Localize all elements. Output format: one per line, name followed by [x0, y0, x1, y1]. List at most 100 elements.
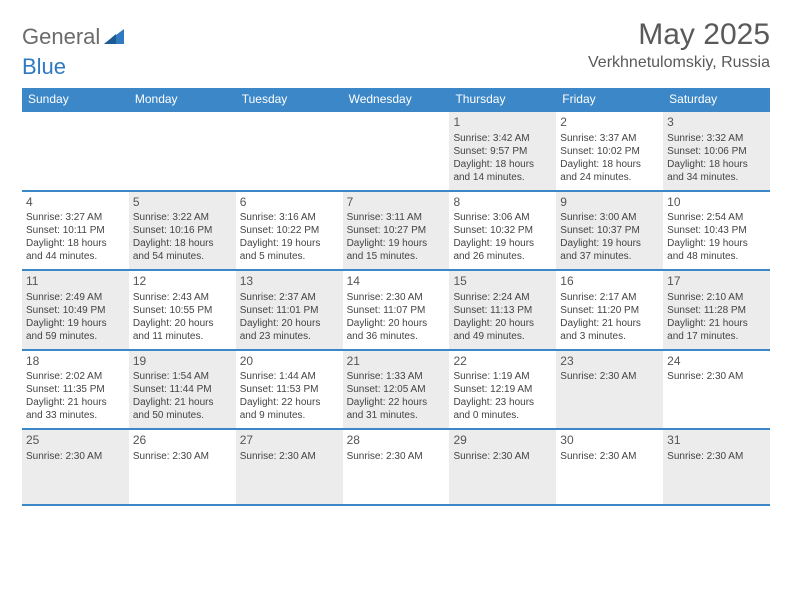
- day-info-line: Sunrise: 3:00 AM: [560, 211, 659, 224]
- weekday-wednesday: Wednesday: [343, 88, 450, 110]
- day-info-line: Daylight: 21 hours and 33 minutes.: [26, 396, 125, 422]
- day-info-line: Sunset: 11:20 PM: [560, 304, 659, 317]
- day-number: 6: [240, 195, 339, 211]
- day-info-line: Sunset: 10:37 PM: [560, 224, 659, 237]
- weeks-container: 1Sunrise: 3:42 AMSunset: 9:57 PM Daylight…: [22, 110, 770, 504]
- day-cell: [129, 112, 236, 190]
- day-cell: 2Sunrise: 3:37 AMSunset: 10:02 PMDayligh…: [556, 112, 663, 190]
- day-info-line: Sunset: 12:05 AM: [347, 383, 446, 396]
- month-title: May 2025: [588, 18, 770, 52]
- day-info-line: Sunrise: 2:30 AM: [667, 450, 766, 463]
- day-info-line: Sunrise: 2:30 AM: [453, 450, 552, 463]
- day-cell: 19Sunrise: 1:54 AMSunset: 11:44 PMDaylig…: [129, 351, 236, 429]
- day-info-line: Sunrise: 2:30 AM: [560, 450, 659, 463]
- day-info-line: Sunset: 11:35 PM: [26, 383, 125, 396]
- weekday-header-row: Sunday Monday Tuesday Wednesday Thursday…: [22, 88, 770, 110]
- day-number: 28: [347, 433, 446, 449]
- day-cell: 17Sunrise: 2:10 AMSunset: 11:28 PMDaylig…: [663, 271, 770, 349]
- day-info-line: Daylight: 19 hours and 15 minutes.: [347, 237, 446, 263]
- day-info-line: Sunset: 10:02 PM: [560, 145, 659, 158]
- day-info-line: Daylight: 22 hours and 9 minutes.: [240, 396, 339, 422]
- day-info-line: Sunset: 11:44 PM: [133, 383, 232, 396]
- week-row: 1Sunrise: 3:42 AMSunset: 9:57 PM Daylight…: [22, 110, 770, 190]
- day-number: 1: [453, 115, 552, 131]
- day-number: 17: [667, 274, 766, 290]
- title-block: May 2025 Verkhnetulomskiy, Russia: [588, 18, 770, 72]
- day-info-line: Sunrise: 2:30 AM: [347, 450, 446, 463]
- day-cell: 16Sunrise: 2:17 AMSunset: 11:20 PMDaylig…: [556, 271, 663, 349]
- day-info-line: Sunset: 11:07 PM: [347, 304, 446, 317]
- day-info-line: Daylight: 20 hours and 36 minutes.: [347, 317, 446, 343]
- day-number: 2: [560, 115, 659, 131]
- logo-text-gray: General: [22, 24, 100, 50]
- day-cell: [22, 112, 129, 190]
- day-info-line: Sunrise: 3:32 AM: [667, 132, 766, 145]
- day-cell: 24Sunrise: 2:30 AM: [663, 351, 770, 429]
- day-number: 3: [667, 115, 766, 131]
- day-info-line: Sunset: 10:22 PM: [240, 224, 339, 237]
- day-number: 14: [347, 274, 446, 290]
- day-info-line: Sunset: 10:55 PM: [133, 304, 232, 317]
- day-info-line: Daylight: 20 hours and 49 minutes.: [453, 317, 552, 343]
- day-cell: 4Sunrise: 3:27 AMSunset: 10:11 PMDayligh…: [22, 192, 129, 270]
- day-info-line: Daylight: 20 hours and 23 minutes.: [240, 317, 339, 343]
- day-cell: 11Sunrise: 2:49 AMSunset: 10:49 PMDaylig…: [22, 271, 129, 349]
- week-row: 25Sunrise: 2:30 AM26Sunrise: 2:30 AM27Su…: [22, 428, 770, 504]
- day-info-line: Sunrise: 1:54 AM: [133, 370, 232, 383]
- day-info-line: Sunrise: 2:30 AM: [667, 370, 766, 383]
- day-info-line: Sunset: 9:57 PM: [453, 145, 552, 158]
- day-info-line: Sunrise: 2:24 AM: [453, 291, 552, 304]
- day-info-line: Sunset: 10:27 PM: [347, 224, 446, 237]
- day-number: 19: [133, 354, 232, 370]
- day-cell: 20Sunrise: 1:44 AMSunset: 11:53 PMDaylig…: [236, 351, 343, 429]
- calendar-page: General May 2025 Verkhnetulomskiy, Russi…: [0, 0, 792, 524]
- day-number: 11: [26, 274, 125, 290]
- location-label: Verkhnetulomskiy, Russia: [588, 54, 770, 72]
- calendar-bottom-border: [22, 504, 770, 506]
- day-cell: 9Sunrise: 3:00 AMSunset: 10:37 PMDayligh…: [556, 192, 663, 270]
- day-info-line: Daylight: 22 hours and 31 minutes.: [347, 396, 446, 422]
- day-cell: 29Sunrise: 2:30 AM: [449, 430, 556, 504]
- day-cell: 12Sunrise: 2:43 AMSunset: 10:55 PMDaylig…: [129, 271, 236, 349]
- day-cell: 14Sunrise: 2:30 AMSunset: 11:07 PMDaylig…: [343, 271, 450, 349]
- day-number: 16: [560, 274, 659, 290]
- day-info-line: Sunrise: 2:30 AM: [133, 450, 232, 463]
- weekday-saturday: Saturday: [663, 88, 770, 110]
- day-info-line: Sunrise: 3:42 AM: [453, 132, 552, 145]
- day-info-line: Sunset: 11:28 PM: [667, 304, 766, 317]
- day-info-line: Daylight: 19 hours and 48 minutes.: [667, 237, 766, 263]
- day-number: 18: [26, 354, 125, 370]
- day-number: 21: [347, 354, 446, 370]
- day-info-line: Sunrise: 2:30 AM: [26, 450, 125, 463]
- day-info-line: Sunset: 11:13 PM: [453, 304, 552, 317]
- day-cell: 18Sunrise: 2:02 AMSunset: 11:35 PMDaylig…: [22, 351, 129, 429]
- day-cell: 22Sunrise: 1:19 AMSunset: 12:19 AMDaylig…: [449, 351, 556, 429]
- day-number: 8: [453, 195, 552, 211]
- weekday-monday: Monday: [129, 88, 236, 110]
- day-info-line: Sunrise: 3:16 AM: [240, 211, 339, 224]
- day-cell: 13Sunrise: 2:37 AMSunset: 11:01 PMDaylig…: [236, 271, 343, 349]
- day-info-line: Sunrise: 2:37 AM: [240, 291, 339, 304]
- day-cell: 25Sunrise: 2:30 AM: [22, 430, 129, 504]
- day-info-line: Sunset: 10:49 PM: [26, 304, 125, 317]
- weekday-tuesday: Tuesday: [236, 88, 343, 110]
- day-info-line: Sunset: 11:53 PM: [240, 383, 339, 396]
- day-cell: 15Sunrise: 2:24 AMSunset: 11:13 PMDaylig…: [449, 271, 556, 349]
- day-info-line: Sunrise: 2:02 AM: [26, 370, 125, 383]
- day-info-line: Sunrise: 1:33 AM: [347, 370, 446, 383]
- day-info-line: Daylight: 18 hours and 24 minutes.: [560, 158, 659, 184]
- day-number: 9: [560, 195, 659, 211]
- day-number: 27: [240, 433, 339, 449]
- week-row: 4Sunrise: 3:27 AMSunset: 10:11 PMDayligh…: [22, 190, 770, 270]
- day-info-line: Sunrise: 3:27 AM: [26, 211, 125, 224]
- day-info-line: Daylight: 21 hours and 3 minutes.: [560, 317, 659, 343]
- day-info-line: Sunset: 11:01 PM: [240, 304, 339, 317]
- day-info-line: Daylight: 18 hours and 44 minutes.: [26, 237, 125, 263]
- day-info-line: Daylight: 20 hours and 11 minutes.: [133, 317, 232, 343]
- day-cell: 21Sunrise: 1:33 AMSunset: 12:05 AMDaylig…: [343, 351, 450, 429]
- day-cell: 31Sunrise: 2:30 AM: [663, 430, 770, 504]
- day-cell: 6Sunrise: 3:16 AMSunset: 10:22 PMDayligh…: [236, 192, 343, 270]
- day-info-line: Sunrise: 3:11 AM: [347, 211, 446, 224]
- weekday-sunday: Sunday: [22, 88, 129, 110]
- day-info-line: Sunrise: 2:30 AM: [560, 370, 659, 383]
